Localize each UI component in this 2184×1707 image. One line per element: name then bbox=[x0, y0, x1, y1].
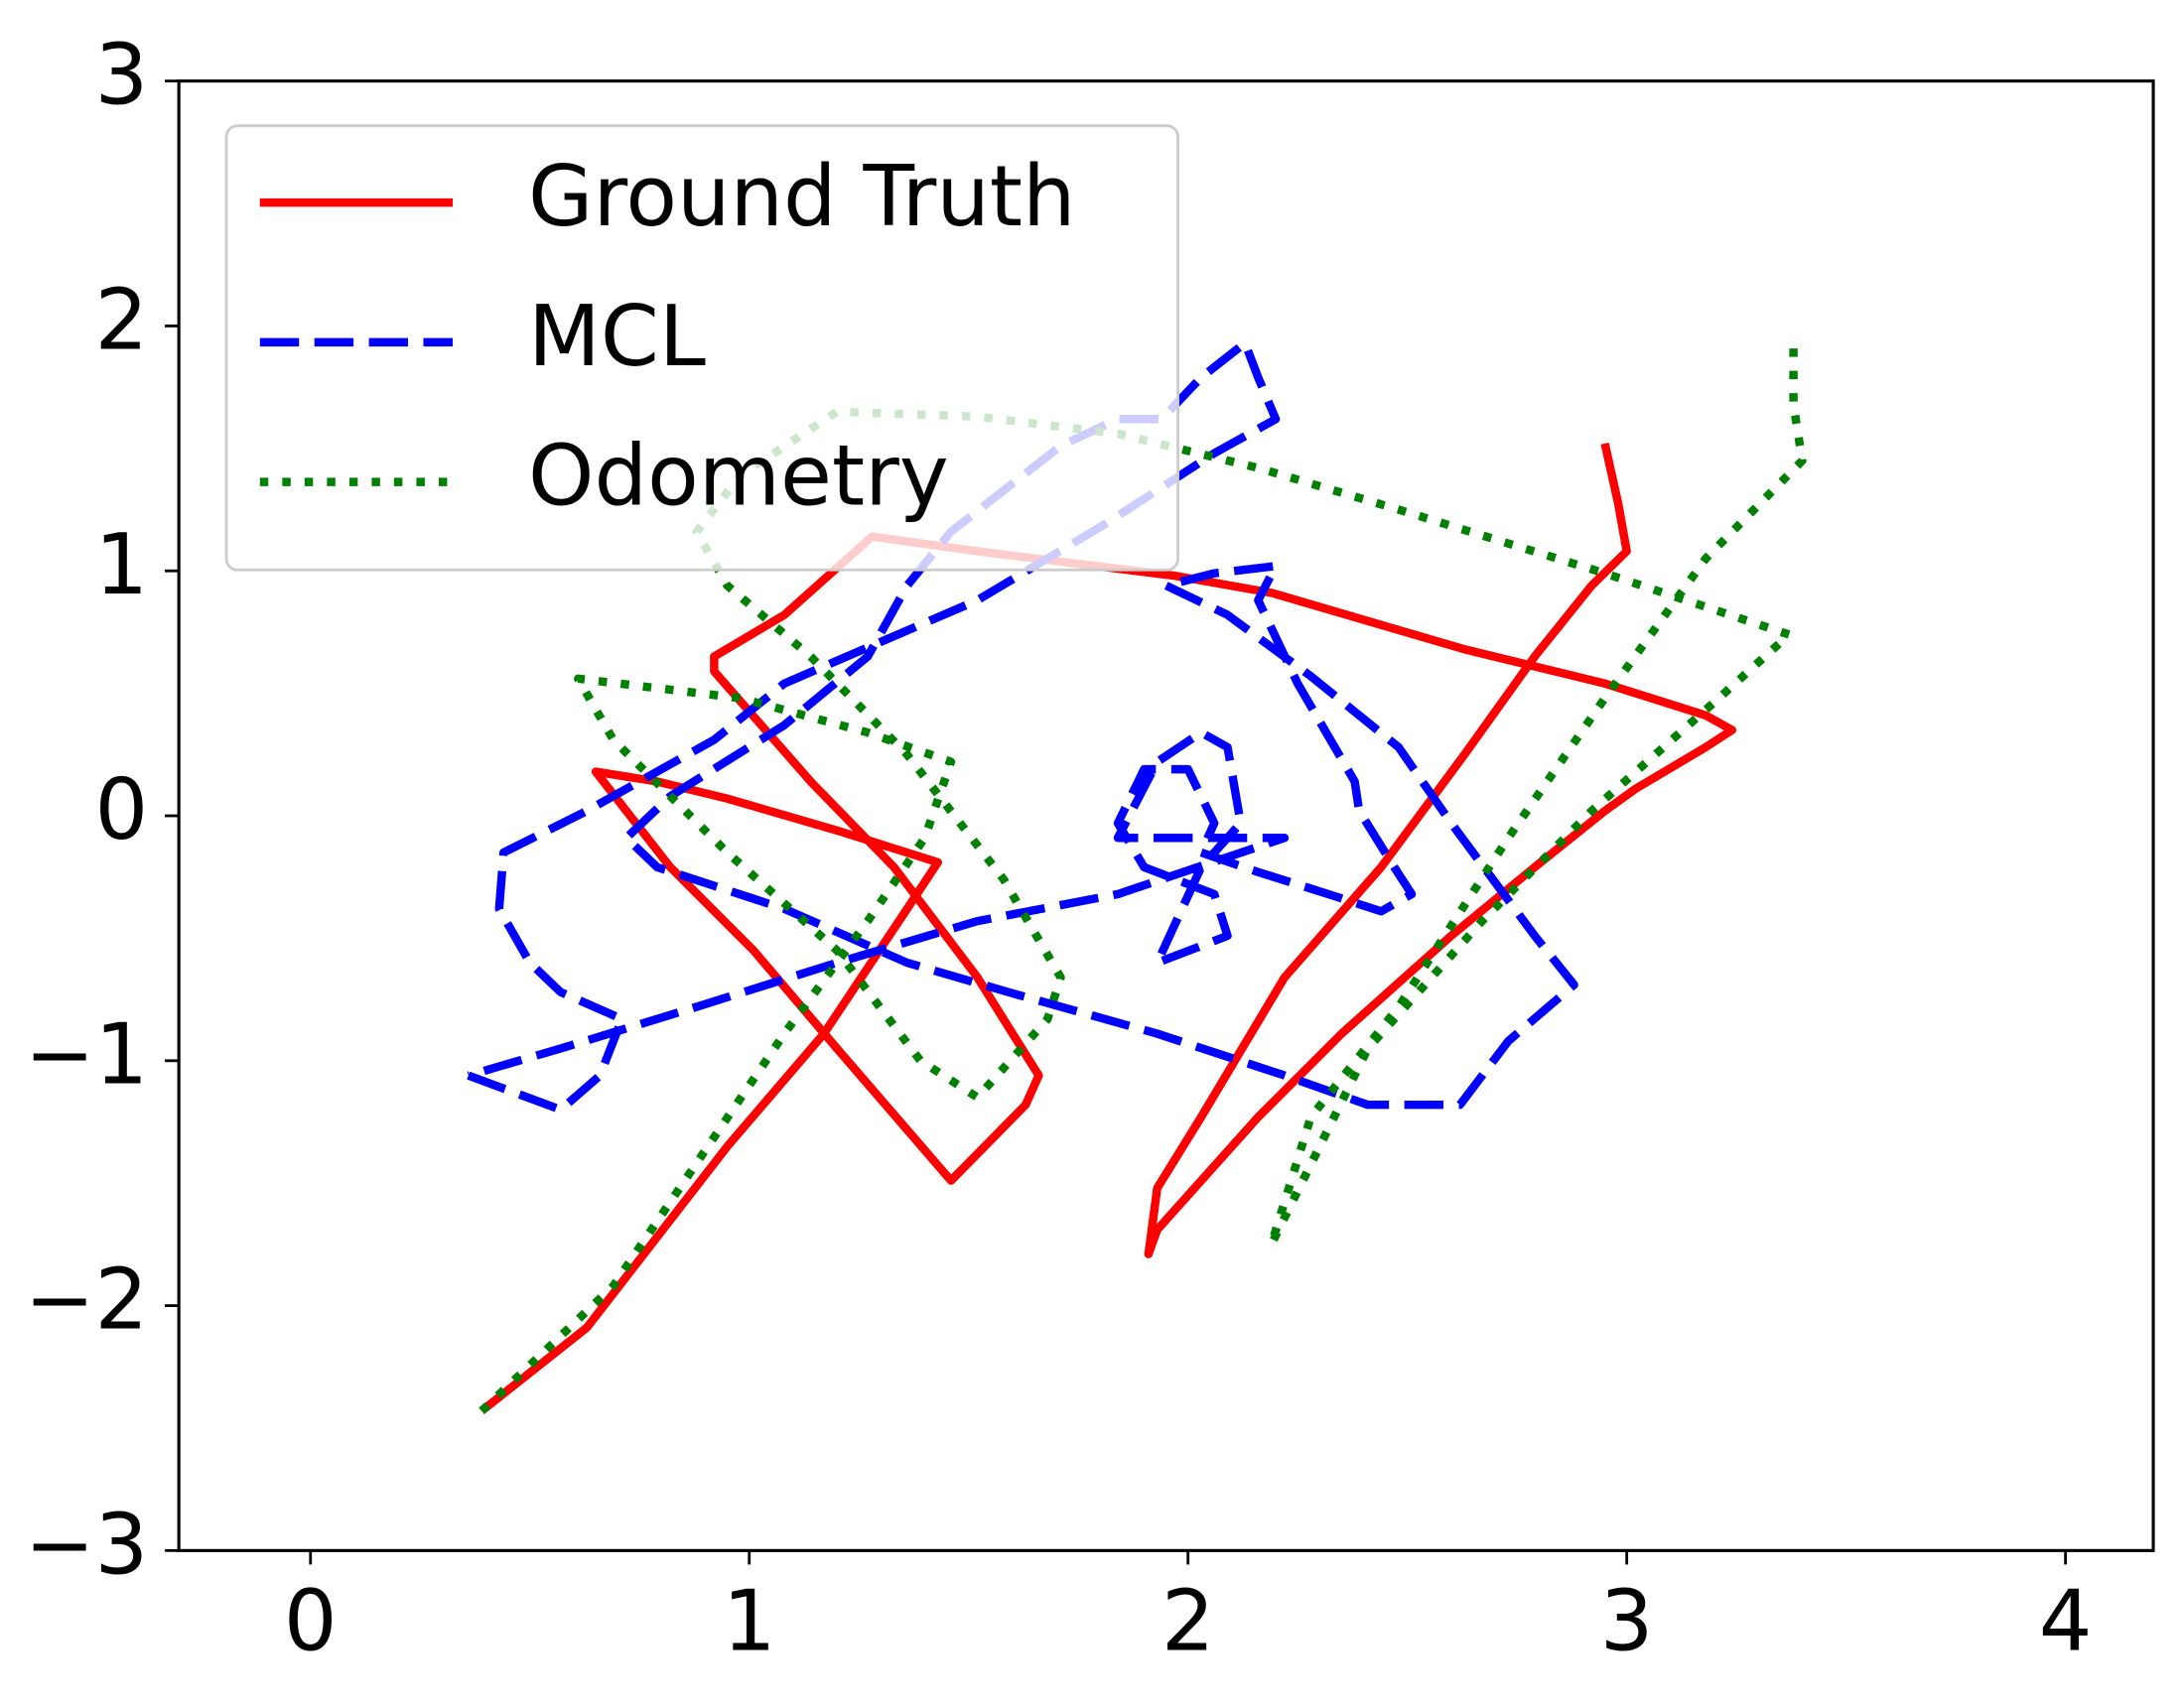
legend-box bbox=[224, 124, 1179, 572]
legend: Ground Truth MCL Odometry bbox=[224, 124, 1179, 572]
x-tick-label: 3 bbox=[1600, 1573, 1654, 1670]
y-tick-label: −2 bbox=[25, 1251, 148, 1349]
x-tick-label: 4 bbox=[2039, 1573, 2093, 1670]
x-tick-label: 1 bbox=[723, 1573, 776, 1670]
y-tick-label: 0 bbox=[94, 761, 148, 858]
x-tick-label: 0 bbox=[284, 1573, 338, 1670]
legend-label: Odometry bbox=[528, 428, 949, 525]
y-tick-label: 2 bbox=[94, 271, 148, 368]
y-tick-label: −1 bbox=[25, 1006, 148, 1104]
y-tick-label: −3 bbox=[25, 1496, 148, 1593]
legend-label: MCL bbox=[528, 288, 706, 385]
y-tick-label: 1 bbox=[94, 516, 148, 613]
legend-label: Ground Truth bbox=[528, 148, 1075, 245]
y-tick-label: 3 bbox=[94, 27, 148, 124]
ticks: 0 1 2 3 4 −3 −2 −1 0 1 2 3 bbox=[25, 27, 2093, 1670]
x-tick-label: 2 bbox=[1161, 1573, 1215, 1670]
series-line bbox=[478, 347, 1807, 1414]
series-line bbox=[467, 338, 1578, 1115]
plot-area bbox=[467, 338, 1807, 1415]
